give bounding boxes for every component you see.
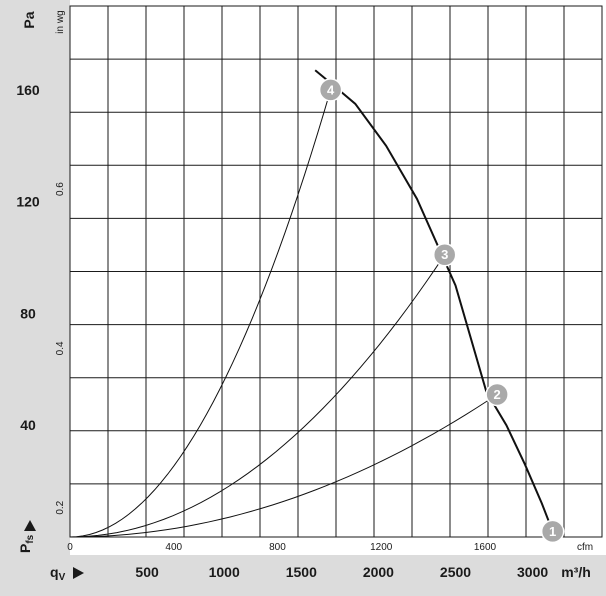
left-axis-band bbox=[0, 0, 70, 596]
system-curve-2 bbox=[69, 394, 498, 538]
inwg-tick-label: 0.4 bbox=[55, 341, 66, 355]
cfm-tick-label: 1200 bbox=[370, 542, 393, 553]
m3h-tick-label: 3000 bbox=[517, 564, 548, 580]
x-axis-symbol-main: q bbox=[50, 564, 59, 580]
system-curve-3 bbox=[69, 254, 446, 538]
bottom-axis-band bbox=[0, 555, 606, 596]
inwg-tick-label: 0.2 bbox=[55, 500, 66, 514]
m3h-tick-label: 500 bbox=[135, 564, 159, 580]
operating-point-1 bbox=[540, 519, 565, 544]
operating-points: 1 2 3 4 bbox=[318, 78, 565, 544]
y-axis-symbol: Pfs bbox=[17, 534, 36, 553]
system-curve-4 bbox=[69, 89, 332, 538]
m3h-tick-label: 1000 bbox=[209, 564, 240, 580]
x-axis-arrow-icon bbox=[73, 567, 84, 579]
cfm-tick-label: 0 bbox=[67, 542, 73, 553]
fan-characteristic-curve bbox=[314, 69, 554, 532]
inwg-unit-label: in wg bbox=[55, 10, 66, 33]
operating-point-2 bbox=[485, 382, 509, 407]
cfm-unit-label: cfm bbox=[577, 542, 593, 553]
curves bbox=[69, 69, 554, 538]
cfm-tick-label: 1600 bbox=[474, 542, 497, 553]
axis-labels: 40 80 120 160 Pa 0.2 0.4 0.6 in wg 0 400 800 1200 160… bbox=[16, 10, 593, 583]
pa-unit-label: Pa bbox=[21, 11, 37, 28]
m3h-tick-label: 1500 bbox=[286, 564, 317, 580]
pa-tick-label: 80 bbox=[20, 305, 36, 321]
operating-point-4 bbox=[318, 78, 343, 102]
y-axis-symbol-sub: fs bbox=[25, 534, 36, 543]
m3h-tick-label: 2500 bbox=[440, 564, 471, 580]
pa-tick-label: 40 bbox=[20, 417, 36, 433]
y-axis-arrow-icon bbox=[24, 520, 36, 531]
x-axis-symbol: qV bbox=[50, 564, 66, 583]
y-axis-symbol-main: P bbox=[17, 544, 33, 553]
cfm-tick-label: 800 bbox=[269, 542, 286, 553]
operating-point-label-2: 2 bbox=[494, 387, 501, 402]
x-axis-symbol-sub: V bbox=[59, 572, 66, 583]
operating-point-label-1: 1 bbox=[549, 524, 556, 539]
m3h-tick-label: 2000 bbox=[363, 564, 394, 580]
inwg-tick-label: 0.6 bbox=[55, 182, 66, 196]
m3h-unit-label: m³/h bbox=[561, 564, 591, 580]
operating-point-label-3: 3 bbox=[441, 247, 448, 262]
grid bbox=[69, 5, 603, 538]
plot-frame bbox=[69, 5, 603, 538]
pa-tick-label: 120 bbox=[16, 194, 40, 210]
cfm-tick-label: 400 bbox=[165, 542, 182, 553]
operating-point-label-4: 4 bbox=[327, 82, 335, 97]
operating-point-3 bbox=[432, 242, 457, 267]
pa-tick-label: 160 bbox=[16, 82, 40, 98]
